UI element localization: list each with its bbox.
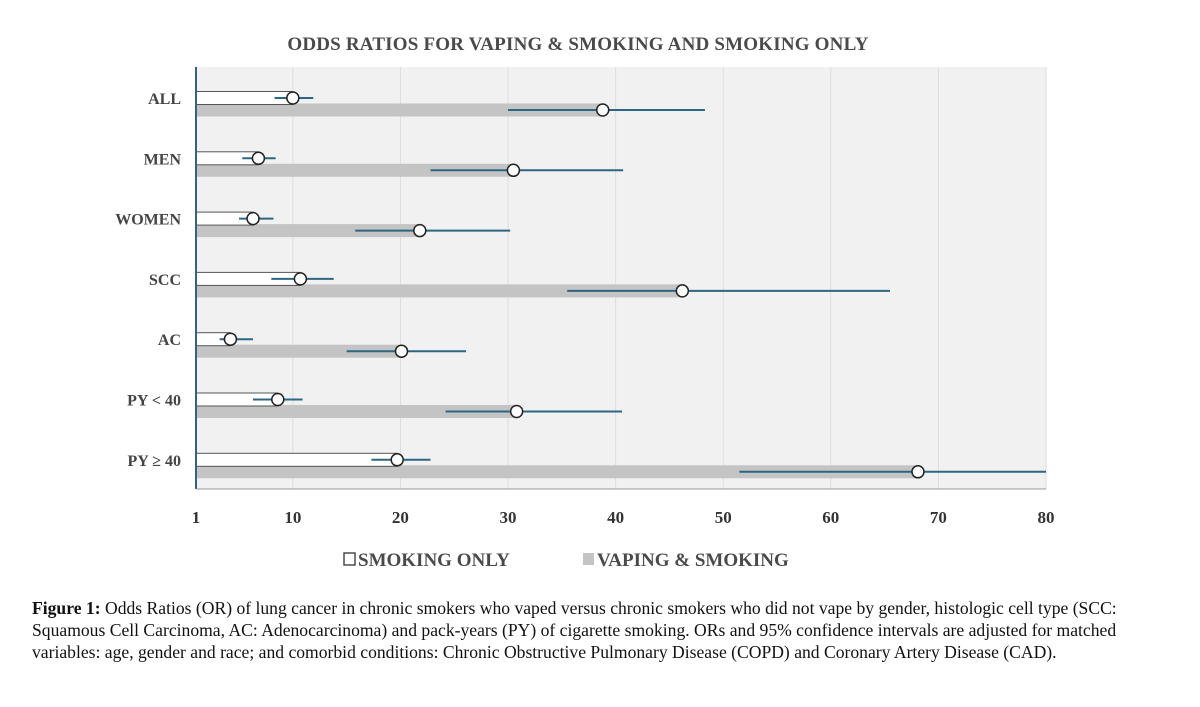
category-labels: ALL MEN WOMEN SCC AC PY < 40 PY ≥ 40 xyxy=(115,91,181,470)
legend-swatch-smoking xyxy=(343,552,356,566)
x-tick-label: 1 xyxy=(192,508,201,527)
category-label: PY ≥ 40 xyxy=(127,453,181,470)
x-tick-label: 10 xyxy=(284,508,301,527)
category-label: WOMEN xyxy=(115,212,181,229)
caption-text: Odds Ratios (OR) of lung cancer in chron… xyxy=(32,598,1117,662)
x-tick-label: 80 xyxy=(1038,508,1055,527)
smoking-point xyxy=(390,453,404,467)
category-label: SCC xyxy=(149,272,181,289)
vaping-bar xyxy=(196,163,514,177)
smoking-point xyxy=(251,151,266,166)
x-tick-label: 30 xyxy=(500,508,517,527)
smoking-point xyxy=(293,272,308,286)
category-label: ALL xyxy=(148,91,181,108)
category-label: MEN xyxy=(144,151,182,168)
figure-caption: Figure 1: Odds Ratios (OR) of lung cance… xyxy=(32,597,1172,663)
vaping-bar xyxy=(196,103,603,117)
vaping-point xyxy=(675,284,690,298)
x-tick-label: 70 xyxy=(930,508,947,527)
category-label: AC xyxy=(158,332,181,349)
caption-label: Figure 1: xyxy=(32,598,101,618)
axes xyxy=(195,67,1046,490)
legend-label-vaping: VAPING & SMOKING xyxy=(597,550,789,571)
smoking-point xyxy=(286,91,300,105)
vaping-bar xyxy=(196,465,918,479)
x-tick-label: 20 xyxy=(392,508,409,527)
plot-background xyxy=(196,67,1046,489)
gridlines xyxy=(292,67,1047,489)
smoking-bar xyxy=(195,452,398,467)
vaping-point xyxy=(595,103,610,117)
x-tick-label: 50 xyxy=(715,508,732,527)
vaping-point xyxy=(413,223,427,238)
chart-title: ODDS RATIOS FOR VAPING & SMOKING AND SMO… xyxy=(287,34,868,55)
vaping-bar xyxy=(196,284,683,298)
legend-label-smoking: SMOKING ONLY xyxy=(358,550,510,571)
vaping-point xyxy=(509,404,524,419)
odds-ratio-chart: ODDS RATIOS FOR VAPING & SMOKING AND SMO… xyxy=(115,34,1055,571)
vaping-bar xyxy=(196,405,517,418)
smoking-point xyxy=(223,332,238,346)
smoking-point xyxy=(271,392,285,407)
vaping-bar xyxy=(196,344,402,358)
x-tick-labels: 1 10 20 30 40 50 60 70 80 xyxy=(192,508,1055,527)
legend: SMOKING ONLY VAPING & SMOKING xyxy=(343,550,789,571)
vaping-bar xyxy=(196,224,420,238)
x-tick-label: 60 xyxy=(822,508,839,527)
vaping-point xyxy=(394,344,409,358)
legend-swatch-vaping xyxy=(583,553,594,565)
vaping-point xyxy=(911,465,925,479)
vaping-point xyxy=(506,163,521,178)
x-tick-label: 40 xyxy=(607,508,624,527)
bars-group xyxy=(195,91,1046,479)
category-label: PY < 40 xyxy=(127,393,181,410)
smoking-point xyxy=(246,211,260,226)
